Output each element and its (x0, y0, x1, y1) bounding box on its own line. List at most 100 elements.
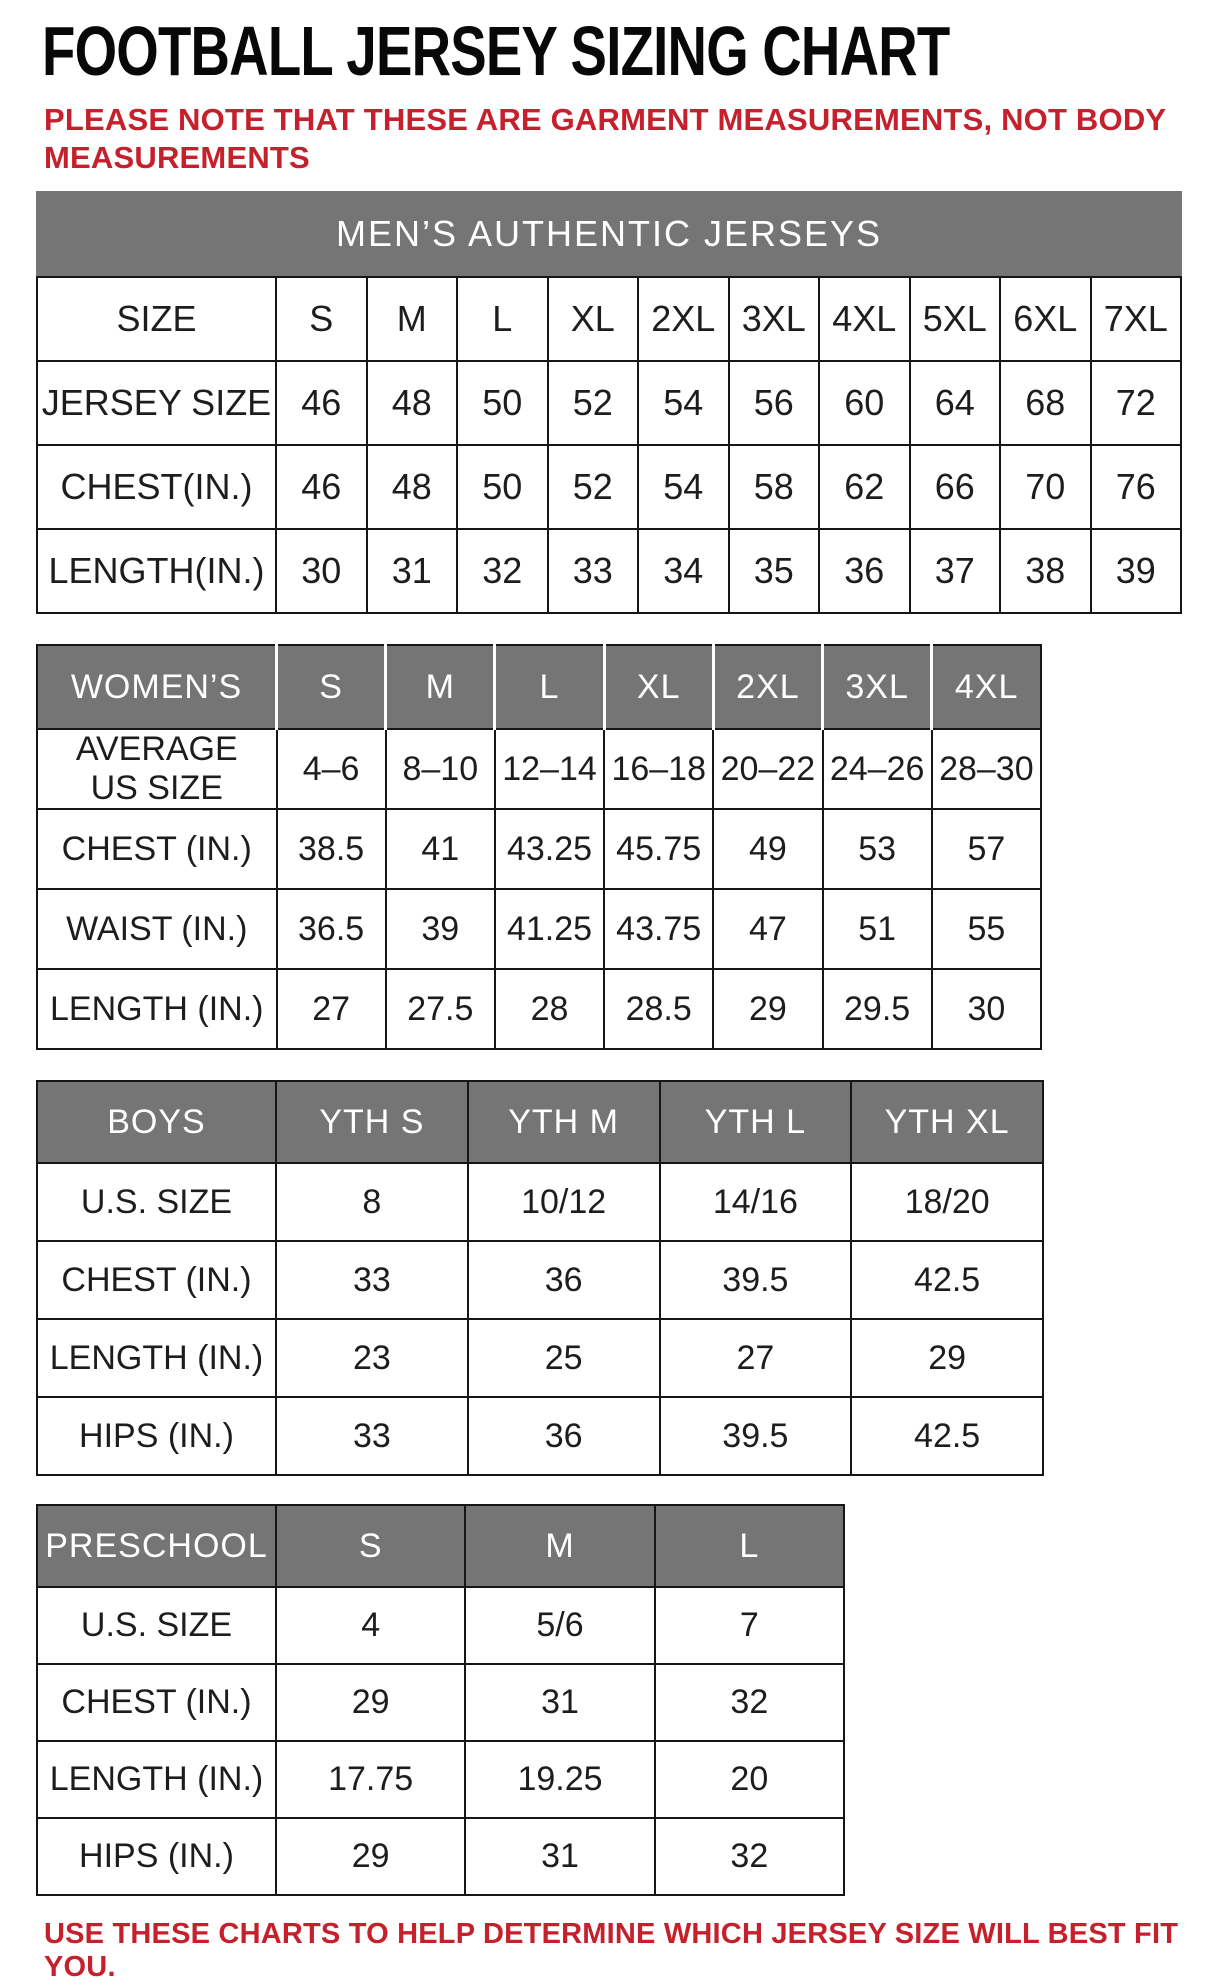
size-value: 32 (653, 1663, 846, 1743)
mens-size-column-header: XL (546, 276, 639, 363)
row-label: CHEST(IN.) (36, 444, 277, 531)
size-value: 29.5 (821, 968, 933, 1051)
womens-group-label: WOMEN’S (36, 644, 278, 731)
preschool-table-row: CHEST (IN.) 29 31 32 (36, 1663, 846, 1743)
boys-header-row: BOYS YTH S YTH M YTH L YTH XL (36, 1080, 1044, 1165)
size-value: 45.75 (603, 808, 715, 891)
size-value: 72 (1089, 360, 1182, 447)
size-value: 29 (274, 1663, 467, 1743)
size-value: 28–30 (930, 728, 1043, 811)
womens-header-row: WOMEN’S S M L XL 2XL 3XL 4XL (36, 644, 1043, 731)
size-value: 10/12 (466, 1162, 661, 1243)
womens-size-column-header: M (384, 644, 496, 731)
row-label: AVERAGE US SIZE (36, 728, 278, 811)
size-value: 50 (456, 360, 549, 447)
size-value: 68 (999, 360, 1092, 447)
preschool-group-label: PRESCHOOL (36, 1504, 277, 1589)
size-value: 36.5 (275, 888, 387, 971)
boys-table-row: LENGTH (IN.) 23 25 27 29 (36, 1318, 1044, 1399)
size-value: 25 (466, 1318, 661, 1399)
size-value: 36 (466, 1240, 661, 1321)
womens-size-column-header: XL (602, 644, 715, 731)
mens-size-column-header: 7XL (1089, 276, 1182, 363)
size-value: 5/6 (464, 1586, 656, 1666)
preschool-table-row: LENGTH (IN.) 17.75 19.25 20 (36, 1740, 846, 1820)
size-value: 42.5 (850, 1396, 1044, 1477)
size-value: 41 (384, 808, 496, 891)
size-value: 17.75 (274, 1740, 467, 1820)
mens-size-column-header: 3XL (727, 276, 820, 363)
size-value: 60 (818, 360, 911, 447)
size-value: 38 (999, 528, 1092, 615)
size-value: 76 (1089, 444, 1182, 531)
size-value: 36 (466, 1396, 661, 1477)
row-label: LENGTH (IN.) (36, 968, 278, 1051)
mens-table: SIZE S M L XL 2XL 3XL 4XL 5XL 6XL 7XL JERSEY SIZE 46… (36, 276, 1182, 615)
size-value: 43.25 (493, 808, 606, 891)
size-value: 27 (275, 968, 387, 1051)
size-value: 18/20 (850, 1162, 1044, 1243)
preschool-size-column-header: M (464, 1504, 656, 1589)
size-value: 24–26 (821, 728, 933, 811)
size-value: 33 (275, 1240, 469, 1321)
size-value: 56 (727, 360, 820, 447)
mens-size-table: SIZE S M L XL 2XL 3XL 4XL 5XL 6XL 7XL JERSEY SIZE 46… (36, 276, 1220, 615)
womens-table-row: AVERAGE US SIZE 4–6 8–10 12–14 16–18 20–22 24–… (36, 728, 1043, 811)
size-value: 43.75 (603, 888, 715, 971)
mens-table-row: CHEST(IN.) 46 48 50 52 54 58 62 66 70 76 (36, 444, 1182, 531)
size-value: 29 (712, 968, 824, 1051)
womens-jerseys-section: WOMEN’S S M L XL 2XL 3XL 4XL AVERAGE US SIZE 4–6 8… (36, 644, 1220, 1051)
mens-header-row: SIZE S M L XL 2XL 3XL 4XL 5XL 6XL 7XL (36, 276, 1182, 363)
size-value: 38.5 (275, 808, 387, 891)
garment-note-line2: MEASUREMENTS (44, 139, 310, 175)
size-value: 30 (275, 528, 368, 615)
size-value: 55 (930, 888, 1043, 971)
mens-table-row: JERSEY SIZE 46 48 50 52 54 56 60 64 68 72 (36, 360, 1182, 447)
size-value: 29 (850, 1318, 1044, 1399)
boys-table-row: CHEST (IN.) 33 36 39.5 42.5 (36, 1240, 1044, 1321)
row-label: HIPS (IN.) (36, 1817, 277, 1897)
size-value: 4–6 (275, 728, 387, 811)
size-value: 70 (999, 444, 1092, 531)
size-value: 48 (365, 444, 458, 531)
womens-table: WOMEN’S S M L XL 2XL 3XL 4XL AVERAGE US SIZE 4–6 8… (36, 644, 1043, 1051)
size-value: 66 (908, 444, 1001, 531)
garment-measurements-note: PLEASE NOTE THAT THESE ARE GARMENT MEASU… (44, 101, 1220, 177)
size-value: 42.5 (850, 1240, 1044, 1321)
row-label: HIPS (IN.) (36, 1396, 277, 1477)
size-value: 39.5 (658, 1396, 853, 1477)
womens-size-column-header: S (274, 644, 387, 731)
mens-table-row: LENGTH(IN.) 30 31 32 33 34 35 36 37 38 39 (36, 528, 1182, 615)
womens-size-table: WOMEN’S S M L XL 2XL 3XL 4XL AVERAGE US SIZE 4–6 8… (36, 644, 1220, 1051)
size-value: 8 (275, 1162, 469, 1243)
size-value: 54 (637, 360, 730, 447)
boys-size-column-header: YTH XL (850, 1080, 1044, 1165)
preschool-table-row: U.S. SIZE 4 5/6 7 (36, 1586, 846, 1666)
size-value: 30 (930, 968, 1043, 1051)
size-value: 57 (930, 808, 1043, 891)
preschool-header-row: PRESCHOOL S M L (36, 1504, 846, 1589)
preschool-size-column-header: L (653, 1504, 846, 1589)
womens-table-row: CHEST (IN.) 38.5 41 43.25 45.75 49 53 57 (36, 808, 1043, 891)
size-value: 28.5 (603, 968, 715, 1051)
preschool-table-row: HIPS (IN.) 29 31 32 (36, 1817, 846, 1897)
size-value: 51 (821, 888, 933, 971)
size-value: 29 (274, 1817, 467, 1897)
row-label: CHEST (IN.) (36, 1663, 277, 1743)
size-value: 19.25 (464, 1740, 656, 1820)
size-value: 31 (464, 1817, 656, 1897)
size-value: 4 (274, 1586, 467, 1666)
size-value: 46 (275, 444, 368, 531)
boys-table: BOYS YTH S YTH M YTH L YTH XL U.S. SIZE 8 10/12… (36, 1080, 1044, 1477)
size-value: 39 (1089, 528, 1182, 615)
size-value: 58 (727, 444, 820, 531)
mens-size-column-header: S (275, 276, 368, 363)
garment-note-line1: PLEASE NOTE THAT THESE ARE GARMENT MEASU… (44, 101, 1167, 137)
preschool-size-table: PRESCHOOL S M L U.S. SIZE 4 5/6 7 CHEST (IN.) 29 3… (36, 1504, 1220, 1897)
page-title: FOOTBALL JERSEY SIZING CHART (42, 12, 950, 90)
row-label: CHEST (IN.) (36, 808, 278, 891)
size-value: 62 (818, 444, 911, 531)
mens-jerseys-section: MEN’S AUTHENTIC JERSEYS SIZE S M L XL 2XL 3XL 4… (36, 191, 1220, 615)
size-value: 64 (908, 360, 1001, 447)
womens-size-column-header: L (493, 644, 606, 731)
